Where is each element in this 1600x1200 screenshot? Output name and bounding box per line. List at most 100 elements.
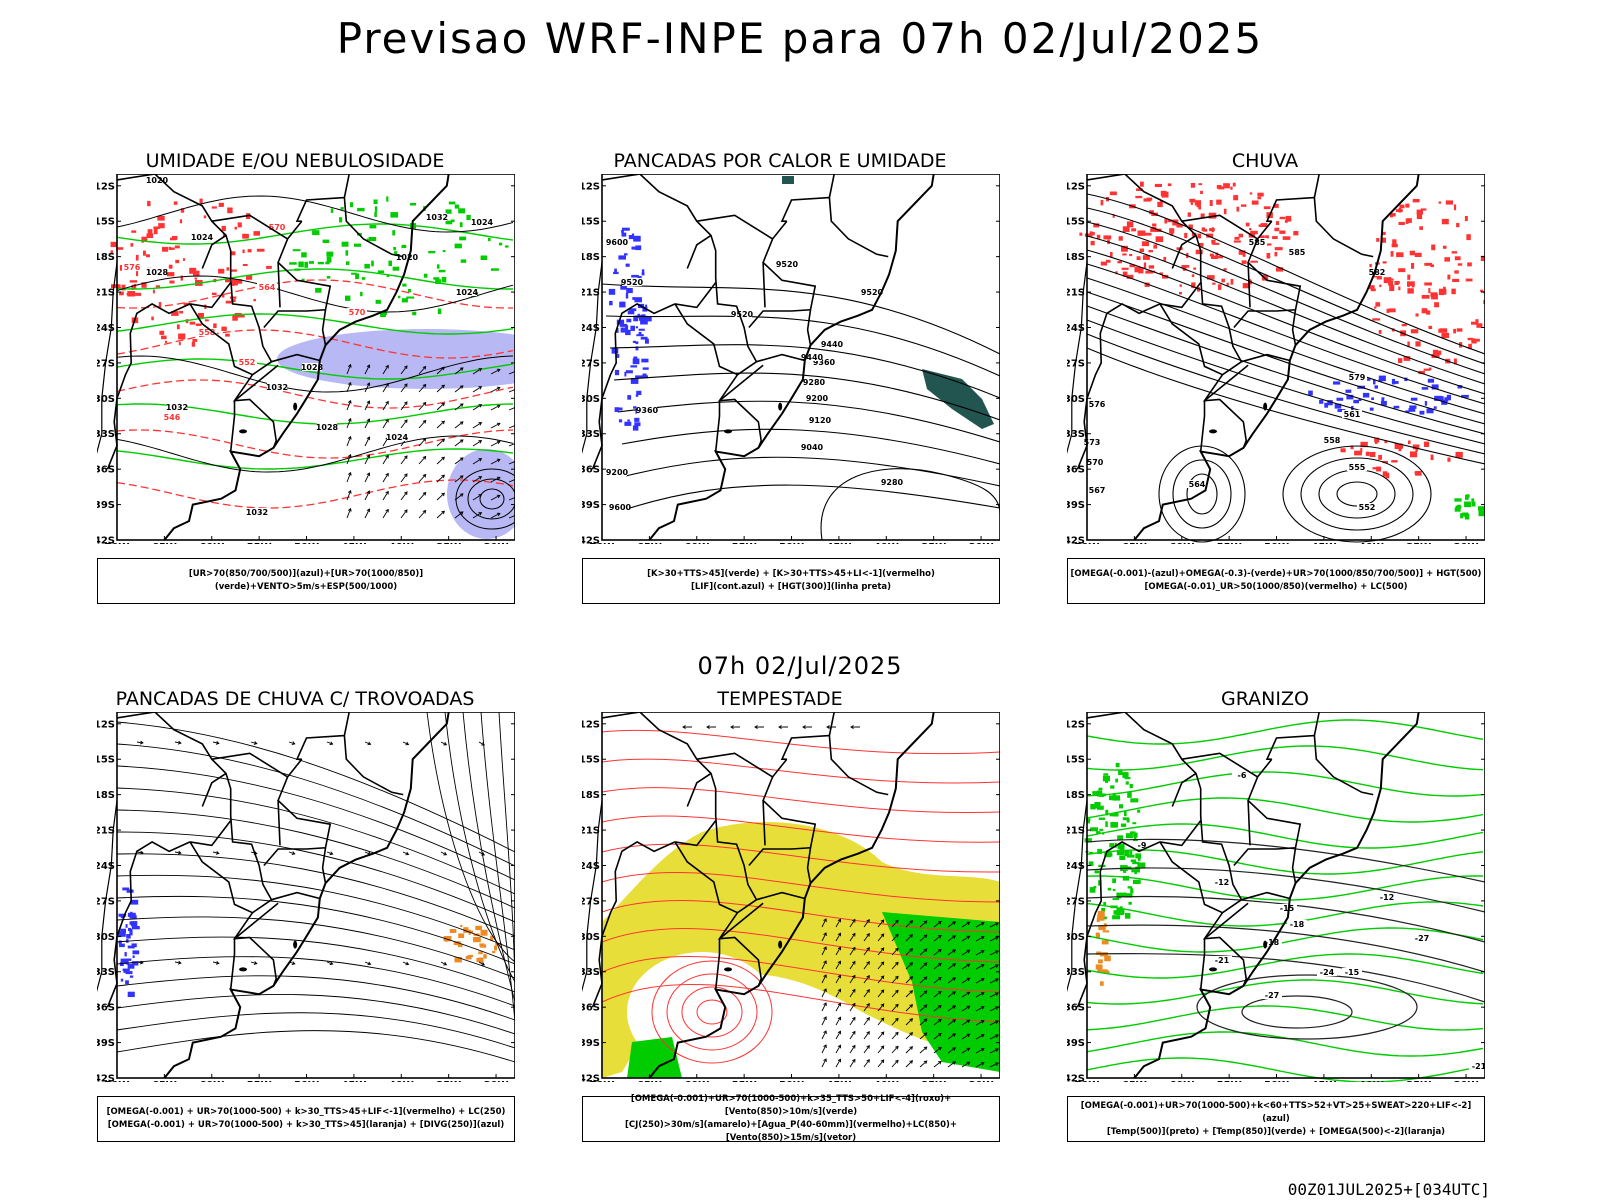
state-border: [748, 220, 817, 329]
orange-speckle: [490, 935, 494, 941]
red-rain-speckle: [1191, 274, 1195, 277]
coastline-atlantic: [648, 712, 935, 1079]
lat-tick-label: 18S: [1067, 790, 1085, 801]
green-dense-speckle: [1090, 827, 1098, 832]
red-rain-speckle: [1238, 250, 1246, 255]
red-rain-speckle: [1257, 192, 1264, 197]
wind850-vector: [919, 1004, 928, 1012]
wind850-vector-head: [895, 919, 899, 924]
wind850-vector-head: [866, 1031, 870, 1035]
thickness-label-bg: [237, 358, 257, 366]
wind850-vector: [919, 962, 928, 970]
wind850-vector: [919, 990, 928, 998]
green-speckle: [491, 268, 499, 271]
wind850-vector: [947, 921, 956, 928]
wind-vector-head: [385, 382, 389, 387]
blue-omega-speckle: [1427, 378, 1435, 383]
orange-speckle: [467, 930, 473, 933]
blue-omega-speckle: [1381, 397, 1385, 403]
wind850-vector-head: [823, 918, 827, 923]
stream-arrow-head: [367, 741, 372, 746]
red-rain-speckle: [1438, 201, 1442, 204]
green-speckle: [459, 222, 463, 228]
wind850-vector-head: [923, 920, 928, 925]
lif-speckle: [637, 313, 641, 317]
lagoa-dos-patos: [1263, 940, 1268, 949]
lagoon-mirim: [239, 967, 248, 972]
lon-tick-label: 65W: [152, 542, 177, 544]
panel-legend: [OMEGA(-0.001)+UR>70(1000-500)+k<60+TTS>…: [1067, 1096, 1485, 1142]
hgt500-label: 552: [1359, 503, 1376, 512]
green-dense-speckle: [1116, 850, 1124, 856]
stream-arrow-head: [253, 741, 258, 745]
green-speckle: [368, 237, 377, 242]
red-rain-speckle: [1441, 218, 1449, 225]
divg-speckle: [132, 955, 135, 958]
coastline-pacific: [97, 262, 118, 455]
red-rain-speckle: [1188, 224, 1193, 229]
red-rain-speckle: [1414, 252, 1422, 257]
lat-tick-label: 27S: [97, 896, 115, 907]
green-dense-speckle: [1112, 888, 1116, 891]
red-rain-speckle: [1170, 231, 1174, 236]
temp500-label: -27: [1415, 934, 1429, 943]
red-speckle: [199, 198, 203, 204]
wind850-vector-head: [923, 948, 928, 953]
red-rain-speckle: [1250, 230, 1258, 235]
stream-arrow-head: [291, 851, 296, 855]
lat-tick-label: 36S: [97, 465, 115, 476]
wind850-vector: [905, 948, 913, 956]
red-rain-speckle: [1386, 308, 1390, 313]
red-rain-speckle: [1476, 323, 1483, 328]
green-speckle: [351, 272, 357, 275]
red-rain-speckle: [1383, 277, 1392, 284]
wind850-vector-head: [980, 1048, 985, 1052]
lon-tick-label: 60W: [684, 1080, 709, 1082]
isobar-label-bg: [147, 268, 167, 276]
green-speckle: [466, 214, 471, 220]
green-omega-speckle: [1454, 498, 1462, 502]
wind-vector: [436, 384, 445, 393]
lagoon-mirim: [1209, 967, 1218, 972]
wind850-vector: [933, 1061, 942, 1068]
wind850-vector-head: [880, 1045, 885, 1050]
panel-chuva: CHUVA 585 585 579 576 573 570 567 564 561 558 555 5…: [1045, 150, 1485, 620]
green-speckle: [377, 270, 384, 274]
wind-vector: [490, 422, 501, 429]
lif-speckle: [630, 325, 635, 331]
stream-arrow: [326, 961, 333, 965]
wind850-vector-head: [837, 988, 842, 993]
streamline-250: [498, 712, 515, 1042]
wind850-vector: [835, 1030, 841, 1040]
state-border: [1199, 938, 1206, 990]
red-speckle: [194, 277, 198, 280]
temp500-ring: [1196, 974, 1418, 1040]
state-border: [1086, 174, 1248, 449]
red-rain-speckle: [1284, 220, 1288, 223]
red-rain-speckle: [1148, 265, 1155, 269]
streamline-250: [426, 712, 515, 963]
green-dense-speckle: [1096, 831, 1101, 834]
wind850-vector: [905, 1060, 913, 1068]
thickness-label-bg: [197, 328, 217, 336]
red-speckle: [183, 302, 191, 306]
wind850-vector: [863, 1059, 870, 1068]
lif-speckle: [641, 269, 645, 274]
red-speckle: [165, 340, 168, 343]
coastline-atlantic: [163, 174, 450, 541]
wind-vector: [346, 364, 352, 375]
green-dense-speckle: [1124, 850, 1130, 857]
temp500-label: -15: [1345, 968, 1360, 977]
divg-speckle: [126, 934, 131, 939]
lat-tick-label: 12S: [97, 181, 115, 192]
red-speckle: [179, 310, 184, 314]
panel-tempestade: TEMPESTADE 12S 15S 18S 21S 24S 27S 30S 33S 36S 39…: [560, 688, 1000, 1158]
green-dense-speckle: [1102, 916, 1107, 920]
red-rain-speckle: [1405, 218, 1409, 224]
red-rain-speckle: [1201, 227, 1206, 232]
red-rain-speckle: [1354, 450, 1362, 456]
red-speckle: [204, 319, 209, 322]
red-rain-speckle: [1232, 182, 1236, 187]
divg-speckle: [131, 943, 137, 948]
lon-tick-label: 35W: [436, 542, 461, 544]
